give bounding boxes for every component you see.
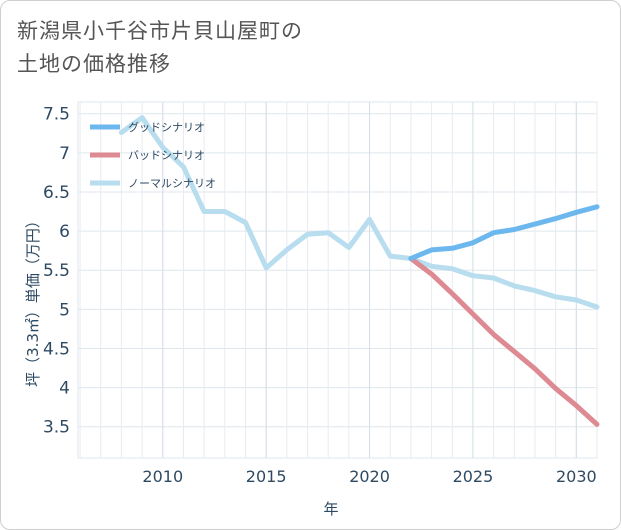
series-line-good xyxy=(408,204,600,261)
y-axis-ticks: 3.5 4 4.5 5 5.5 6 6.5 7 7.5 xyxy=(43,105,70,438)
y-tick-label: 3.5 xyxy=(43,418,70,438)
x-axis-label: 年 xyxy=(323,500,338,518)
x-tick-label: 2010 xyxy=(142,467,183,486)
y-tick-label: 5 xyxy=(59,300,70,320)
y-tick-label: 4.5 xyxy=(43,339,70,359)
legend-label-good: グッドシナリオ xyxy=(128,120,205,134)
x-tick-label: 2015 xyxy=(246,467,287,486)
y-tick-label: 5.5 xyxy=(43,261,70,281)
y-axis-label: 坪（3.3㎡）単価（万円） xyxy=(24,213,42,387)
y-tick-label: 4 xyxy=(59,379,70,399)
legend-label-normal: ノーマルシナリオ xyxy=(128,177,216,190)
chart-title: 新潟県小千谷市片貝山屋町の 土地の価格推移 xyxy=(17,15,577,81)
x-tick-label: 2020 xyxy=(349,467,390,486)
series-line-normal xyxy=(118,115,600,310)
chart-title-line-1: 新潟県小千谷市片貝山屋町の xyxy=(17,19,303,43)
legend-label-bad: バッドシナリオ xyxy=(128,149,205,162)
chart-title-line-2: 土地の価格推移 xyxy=(17,52,171,76)
series-line-bad xyxy=(408,256,600,427)
y-tick-label: 7.5 xyxy=(43,105,70,125)
x-tick-label: 2030 xyxy=(556,467,597,486)
series-lines xyxy=(118,115,600,427)
y-tick-label: 7 xyxy=(59,144,70,164)
y-tick-label: 6 xyxy=(59,222,70,242)
x-tick-label: 2025 xyxy=(453,467,494,486)
x-axis-ticks: 2010 2015 2020 2025 2030 xyxy=(142,467,596,486)
y-tick-label: 6.5 xyxy=(43,183,70,203)
